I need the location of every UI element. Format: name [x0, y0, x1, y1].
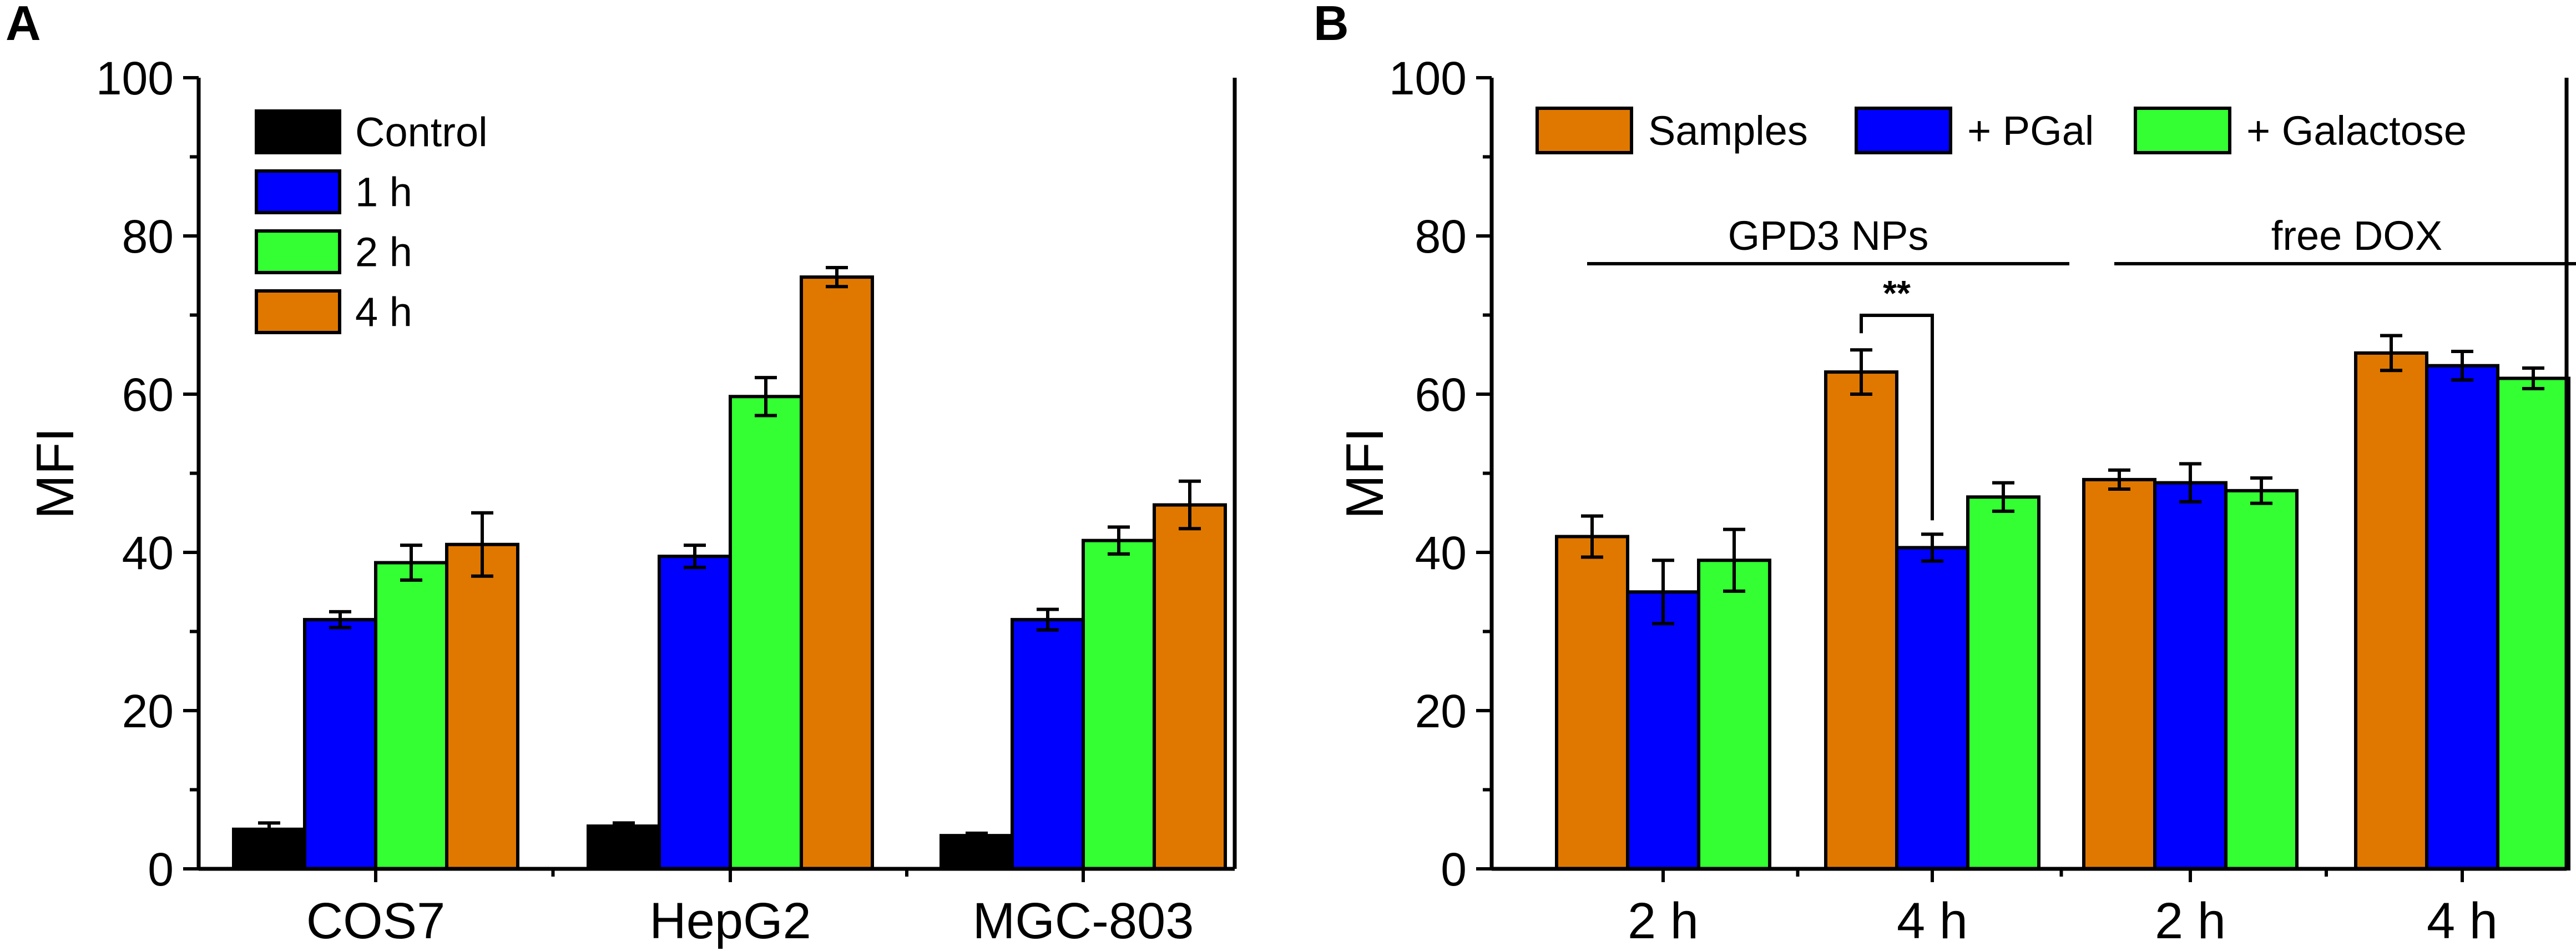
y-tick-label: 80 [1415, 210, 1467, 263]
legend-swatch [1536, 107, 1633, 154]
y-tick-label: 40 [1415, 527, 1467, 579]
y-axis-title: MFI [26, 427, 85, 519]
bar [2496, 376, 2570, 871]
bar [2224, 489, 2299, 871]
bar [1153, 503, 1227, 871]
legend-swatch [2134, 107, 2231, 154]
bar [1895, 546, 1969, 871]
bar [1082, 539, 1156, 871]
significance-bracket [1860, 314, 1934, 521]
legend-swatch [255, 289, 341, 334]
bar [658, 555, 732, 871]
legend-swatch [255, 229, 341, 274]
y-tick-label: 80 [122, 210, 174, 263]
bar [940, 834, 1014, 871]
y-axis-title: MFI [1335, 427, 1395, 519]
x-tick-label: 2 h [1628, 893, 1699, 949]
bar [1626, 590, 1700, 871]
legend-label: 1 h [355, 169, 412, 215]
panel-b-chart: B 0 20 40 60 80 100 MFI 2 h 4 h 2 h 4 h Samples + PGa… [1314, 0, 2576, 949]
bar [2354, 351, 2428, 871]
y-tick-label: 100 [1389, 52, 1467, 104]
y-tick-label: 20 [122, 685, 174, 737]
legend-swatch [255, 109, 341, 154]
bar [1966, 495, 2040, 871]
bar [2425, 364, 2499, 871]
bar [2153, 481, 2228, 871]
bar [1824, 370, 1898, 871]
x-tick-label: MGC-803 [973, 893, 1194, 949]
legend-swatch [1855, 107, 1952, 154]
group-label: free DOX [2271, 213, 2442, 259]
x-tick-label: 4 h [2427, 893, 2498, 949]
y-tick-label: 60 [1415, 369, 1467, 421]
legend-label: Samples [1648, 108, 1808, 154]
panel-a-chart: A 0 20 40 60 80 100 MFI COS7 HepG2 MGC-803 Control 1… [6, 0, 1237, 949]
y-tick-label: 60 [122, 369, 174, 421]
legend-label: 2 h [355, 229, 412, 275]
bar [587, 824, 661, 871]
x-tick-label: HepG2 [649, 893, 811, 949]
x-tick-label: 4 h [1897, 893, 1968, 949]
y-tick-label: 0 [148, 843, 174, 895]
bar [2082, 477, 2156, 871]
legend-label: 4 h [355, 289, 412, 335]
bar [1011, 618, 1085, 871]
y-tick-label: 20 [1415, 685, 1467, 737]
significance-label: ** [1883, 273, 1911, 313]
bar [1555, 535, 1629, 871]
x-tick-label: 2 h [2155, 893, 2226, 949]
bar [729, 395, 803, 871]
legend-swatch [255, 169, 341, 214]
y-tick-label: 40 [122, 527, 174, 579]
bar [374, 561, 448, 871]
bar [303, 618, 377, 871]
panel-label: B [1314, 0, 1349, 51]
bar [445, 542, 519, 871]
y-tick-label: 100 [96, 52, 174, 104]
legend-label: + Galactose [2246, 108, 2467, 154]
panel-label: A [6, 0, 41, 51]
legend-label: Control [355, 109, 488, 155]
x-tick-label: COS7 [306, 893, 446, 949]
legend-label: + PGal [1967, 108, 2094, 154]
bar [800, 275, 874, 871]
y-tick-label: 0 [1441, 843, 1467, 895]
group-label: GPD3 NPs [1728, 213, 1929, 259]
bar [1697, 558, 1771, 871]
